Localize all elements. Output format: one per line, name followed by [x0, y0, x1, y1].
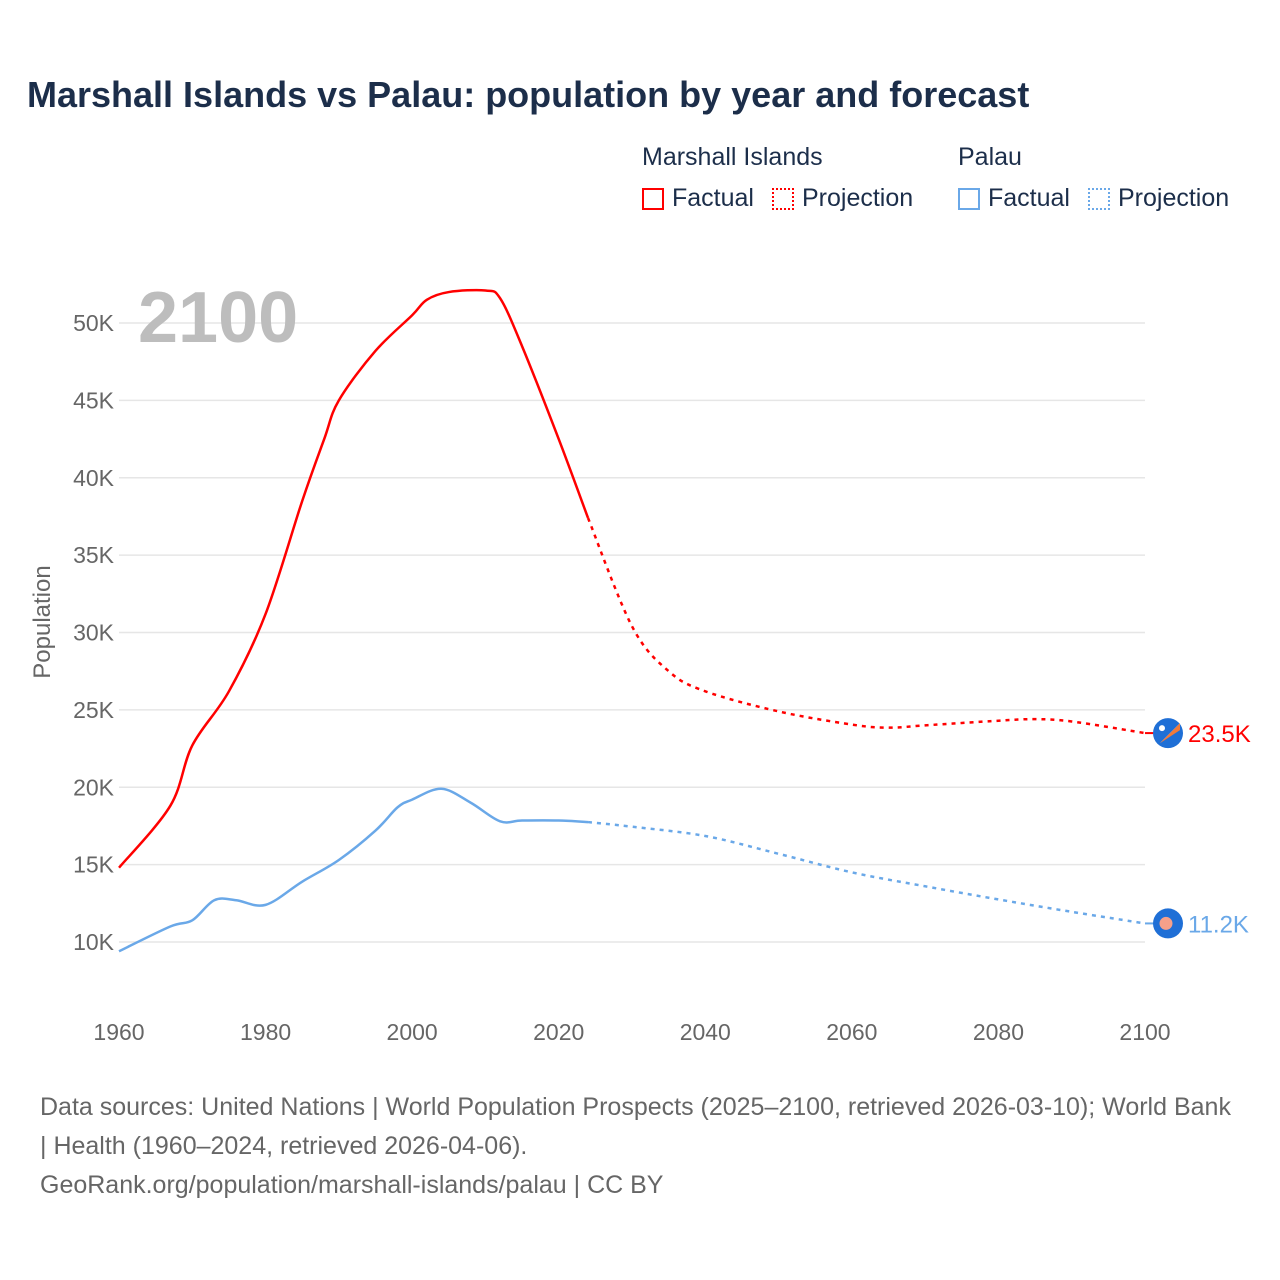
y-tick-label: 45K [73, 387, 115, 413]
legend-label: Factual [672, 184, 754, 212]
x-tick-label: 2100 [1119, 1019, 1170, 1045]
footer: Data sources: United Nations | World Pop… [40, 1088, 1240, 1205]
legend-group-title: Palau [958, 143, 1022, 171]
x-tick-label: 2020 [533, 1019, 584, 1045]
x-tick-label: 2060 [826, 1019, 877, 1045]
chart-title: Marshall Islands vs Palau: population by… [27, 74, 1030, 115]
legend-item-projection[interactable]: Projection [1087, 184, 1230, 213]
y-tick-label: 50K [73, 310, 115, 336]
line-marshall-islands-projection [586, 517, 1146, 735]
legend-item-factual[interactable]: Factual [642, 184, 754, 213]
legend-group-title: Marshall Islands [642, 143, 823, 171]
y-tick-label: 20K [73, 774, 115, 800]
flag-stripe-orange [1160, 723, 1180, 744]
y-tick-label: 35K [73, 542, 115, 568]
y-tick-label: 40K [73, 465, 115, 491]
line-palau-factual [118, 787, 589, 953]
x-tick-label: 2000 [387, 1019, 438, 1045]
y-tick-label: 15K [73, 852, 115, 878]
legend-label: Projection [1117, 184, 1230, 212]
end-value-label: 11.2K [1188, 911, 1249, 938]
flag-marshall-islands-icon [1153, 718, 1183, 749]
legend-item-projection[interactable]: Projection [771, 184, 914, 213]
y-tick-label: 10K [73, 929, 115, 955]
end-value-label: 23.5K [1188, 721, 1251, 748]
y-tick-label: 30K [73, 620, 115, 646]
legend-swatch-dotted [771, 187, 794, 210]
x-tick-label: 1980 [240, 1019, 291, 1045]
source-link[interactable]: GeoRank.org/population/marshall-islands/… [40, 1171, 664, 1199]
y-tick-label: 25K [73, 697, 115, 723]
legend-swatch-solid [958, 187, 980, 210]
x-tick-label: 2080 [973, 1019, 1024, 1045]
legend-swatch-solid [642, 187, 664, 210]
flag-star [1159, 725, 1165, 732]
legend-palau: Palau Factual Projection [958, 143, 1247, 213]
line-marshall-islands-factual [118, 288, 590, 869]
legend-marshall-islands: Marshall Islands Factual Projection [642, 143, 931, 213]
year-watermark: 2100 [138, 278, 298, 358]
flag-moon [1159, 916, 1173, 930]
legend-item-factual[interactable]: Factual [958, 184, 1070, 213]
legend-label: Projection [801, 184, 914, 212]
data-sources: Data sources: United Nations | World Pop… [40, 1093, 1231, 1160]
line-palau-projection [587, 820, 1146, 925]
legend-swatch-dotted [1087, 187, 1110, 210]
y-axis-label: Population [29, 565, 56, 678]
legend-label: Factual [988, 184, 1070, 212]
x-tick-label: 1960 [93, 1019, 144, 1045]
x-tick-label: 2040 [680, 1019, 731, 1045]
